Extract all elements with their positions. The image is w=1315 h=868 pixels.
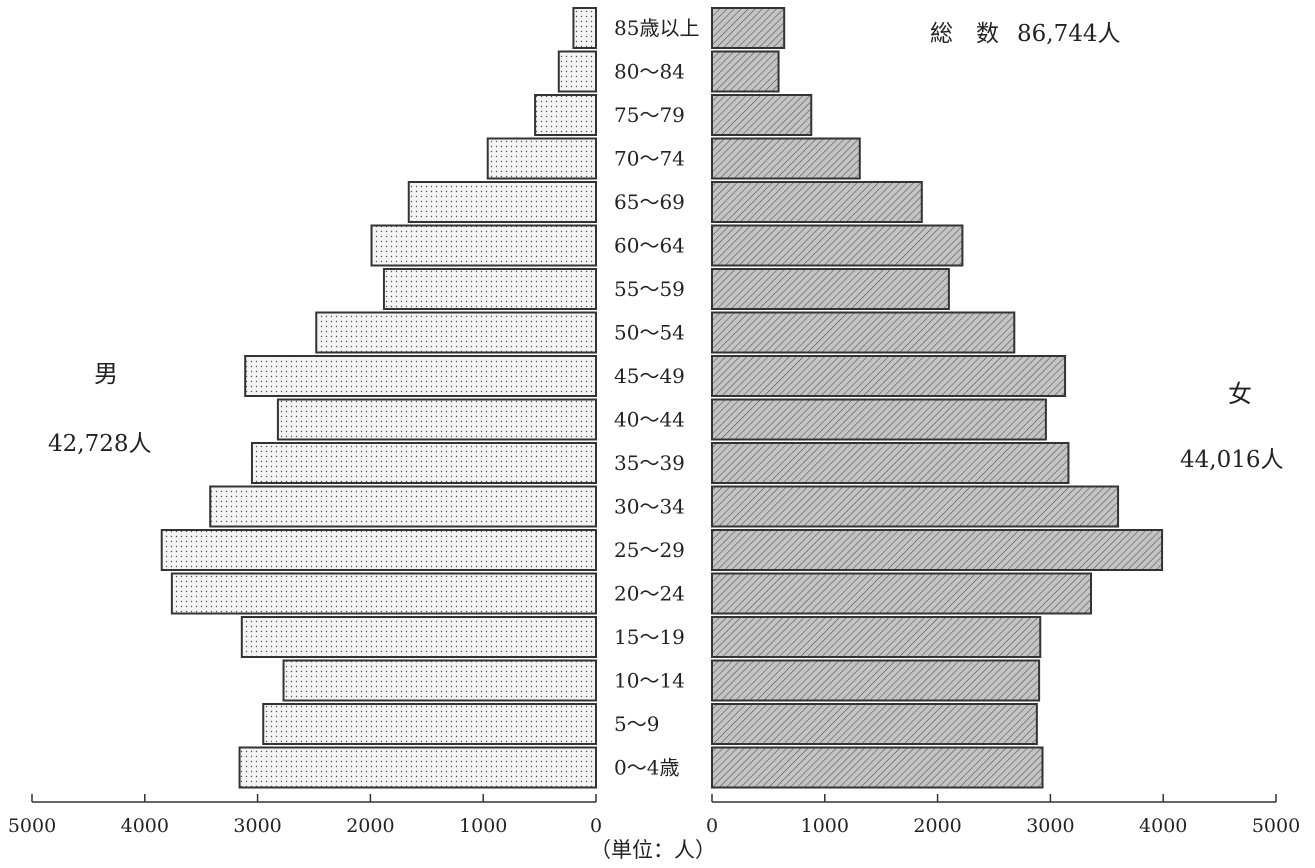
- female-bar: [711, 398, 1047, 441]
- male-bar: [170, 572, 597, 615]
- male-bar: [160, 529, 597, 571]
- female-bar: [711, 94, 813, 136]
- male-bar: [486, 137, 598, 180]
- female-bar: [711, 572, 1093, 615]
- female-bar: [711, 268, 950, 310]
- unit-note: （単位：人）: [590, 838, 716, 862]
- female-bar: [711, 224, 964, 267]
- female-label: 女: [1228, 380, 1252, 408]
- female-x-tick-label: 1000: [801, 815, 849, 837]
- female-bar: [711, 442, 1070, 484]
- age-group-label: 5〜9: [614, 712, 659, 736]
- total-population: 総 数 86,744人: [930, 14, 1120, 48]
- female-bar: [711, 355, 1067, 397]
- male-bar: [534, 94, 598, 136]
- male-bar: [244, 355, 598, 397]
- female-bar: [711, 529, 1164, 571]
- male-bar: [209, 485, 597, 528]
- female-bar: [711, 746, 1044, 789]
- female-x-tick-label: 4000: [1139, 815, 1187, 837]
- age-group-label: 35〜39: [614, 451, 685, 475]
- male-bar: [315, 311, 597, 354]
- age-group-label: 50〜54: [614, 321, 685, 345]
- female-bar: [711, 616, 1042, 658]
- age-group-label: 75〜79: [614, 103, 685, 127]
- male-bar: [282, 659, 597, 702]
- female-x-tick-label: 0: [706, 815, 718, 837]
- age-group-label: 0〜4歳: [614, 756, 679, 780]
- female-x-tick-label: 3000: [1026, 815, 1074, 837]
- age-group-label: 20〜24: [614, 582, 685, 606]
- female-count: 44,016人: [1180, 447, 1284, 473]
- age-group-label: 15〜19: [614, 625, 685, 649]
- male-bar: [557, 50, 597, 93]
- age-labels: 0〜4歳 5〜9 10〜14 15〜19 20〜24 25〜29 30〜34 35〜39 40〜…: [614, 16, 699, 780]
- male-bar: [240, 616, 597, 658]
- age-group-label: 10〜14: [614, 669, 685, 693]
- age-group-label: 70〜74: [614, 147, 685, 171]
- total-value: 86,744人: [1017, 21, 1121, 47]
- female-bars: [711, 7, 1164, 789]
- male-bar: [382, 268, 597, 310]
- age-group-label: 40〜44: [614, 408, 685, 432]
- male-bar: [370, 224, 598, 267]
- age-group-label: 80〜84: [614, 60, 685, 84]
- male-x-tick-label: 1000: [459, 815, 507, 837]
- age-group-label: 65〜69: [614, 190, 685, 214]
- male-x-tick-label: 2000: [346, 815, 394, 837]
- total-label: 総 数: [930, 21, 999, 47]
- male-bar: [262, 703, 597, 745]
- male-count: 42,728人: [48, 431, 152, 457]
- female-bar: [711, 50, 780, 93]
- male-x-tick-label: 3000: [233, 815, 281, 837]
- male-bar: [276, 398, 597, 441]
- female-bar: [711, 181, 923, 223]
- age-group-label: 25〜29: [614, 538, 685, 562]
- male-bar: [572, 7, 598, 49]
- female-bar: [711, 7, 786, 49]
- male-bar: [407, 181, 598, 223]
- axes: 0 0 1000 1000 2000 2000 3000 3000 4000 4000 5000 50…: [8, 794, 1300, 837]
- female-bar: [711, 659, 1041, 702]
- female-x-tick-label: 5000: [1252, 815, 1300, 837]
- age-group-label: 55〜59: [614, 277, 685, 301]
- male-label: 男: [94, 360, 118, 388]
- male-bars: [160, 7, 598, 789]
- male-bar: [250, 442, 598, 484]
- age-group-label: 30〜34: [614, 495, 685, 519]
- female-bar: [711, 485, 1120, 528]
- female-x-tick-label: 2000: [913, 815, 961, 837]
- female-bar: [711, 137, 861, 180]
- male-bar: [238, 746, 597, 789]
- male-x-tick-label: 0: [590, 815, 602, 837]
- age-group-label: 45〜49: [614, 364, 685, 388]
- female-bar: [711, 703, 1038, 745]
- female-bar: [711, 311, 1016, 354]
- age-group-label: 85歳以上: [614, 16, 699, 40]
- male-x-tick-label: 4000: [121, 815, 169, 837]
- male-x-tick-label: 5000: [8, 815, 56, 837]
- age-group-label: 60〜64: [614, 234, 685, 258]
